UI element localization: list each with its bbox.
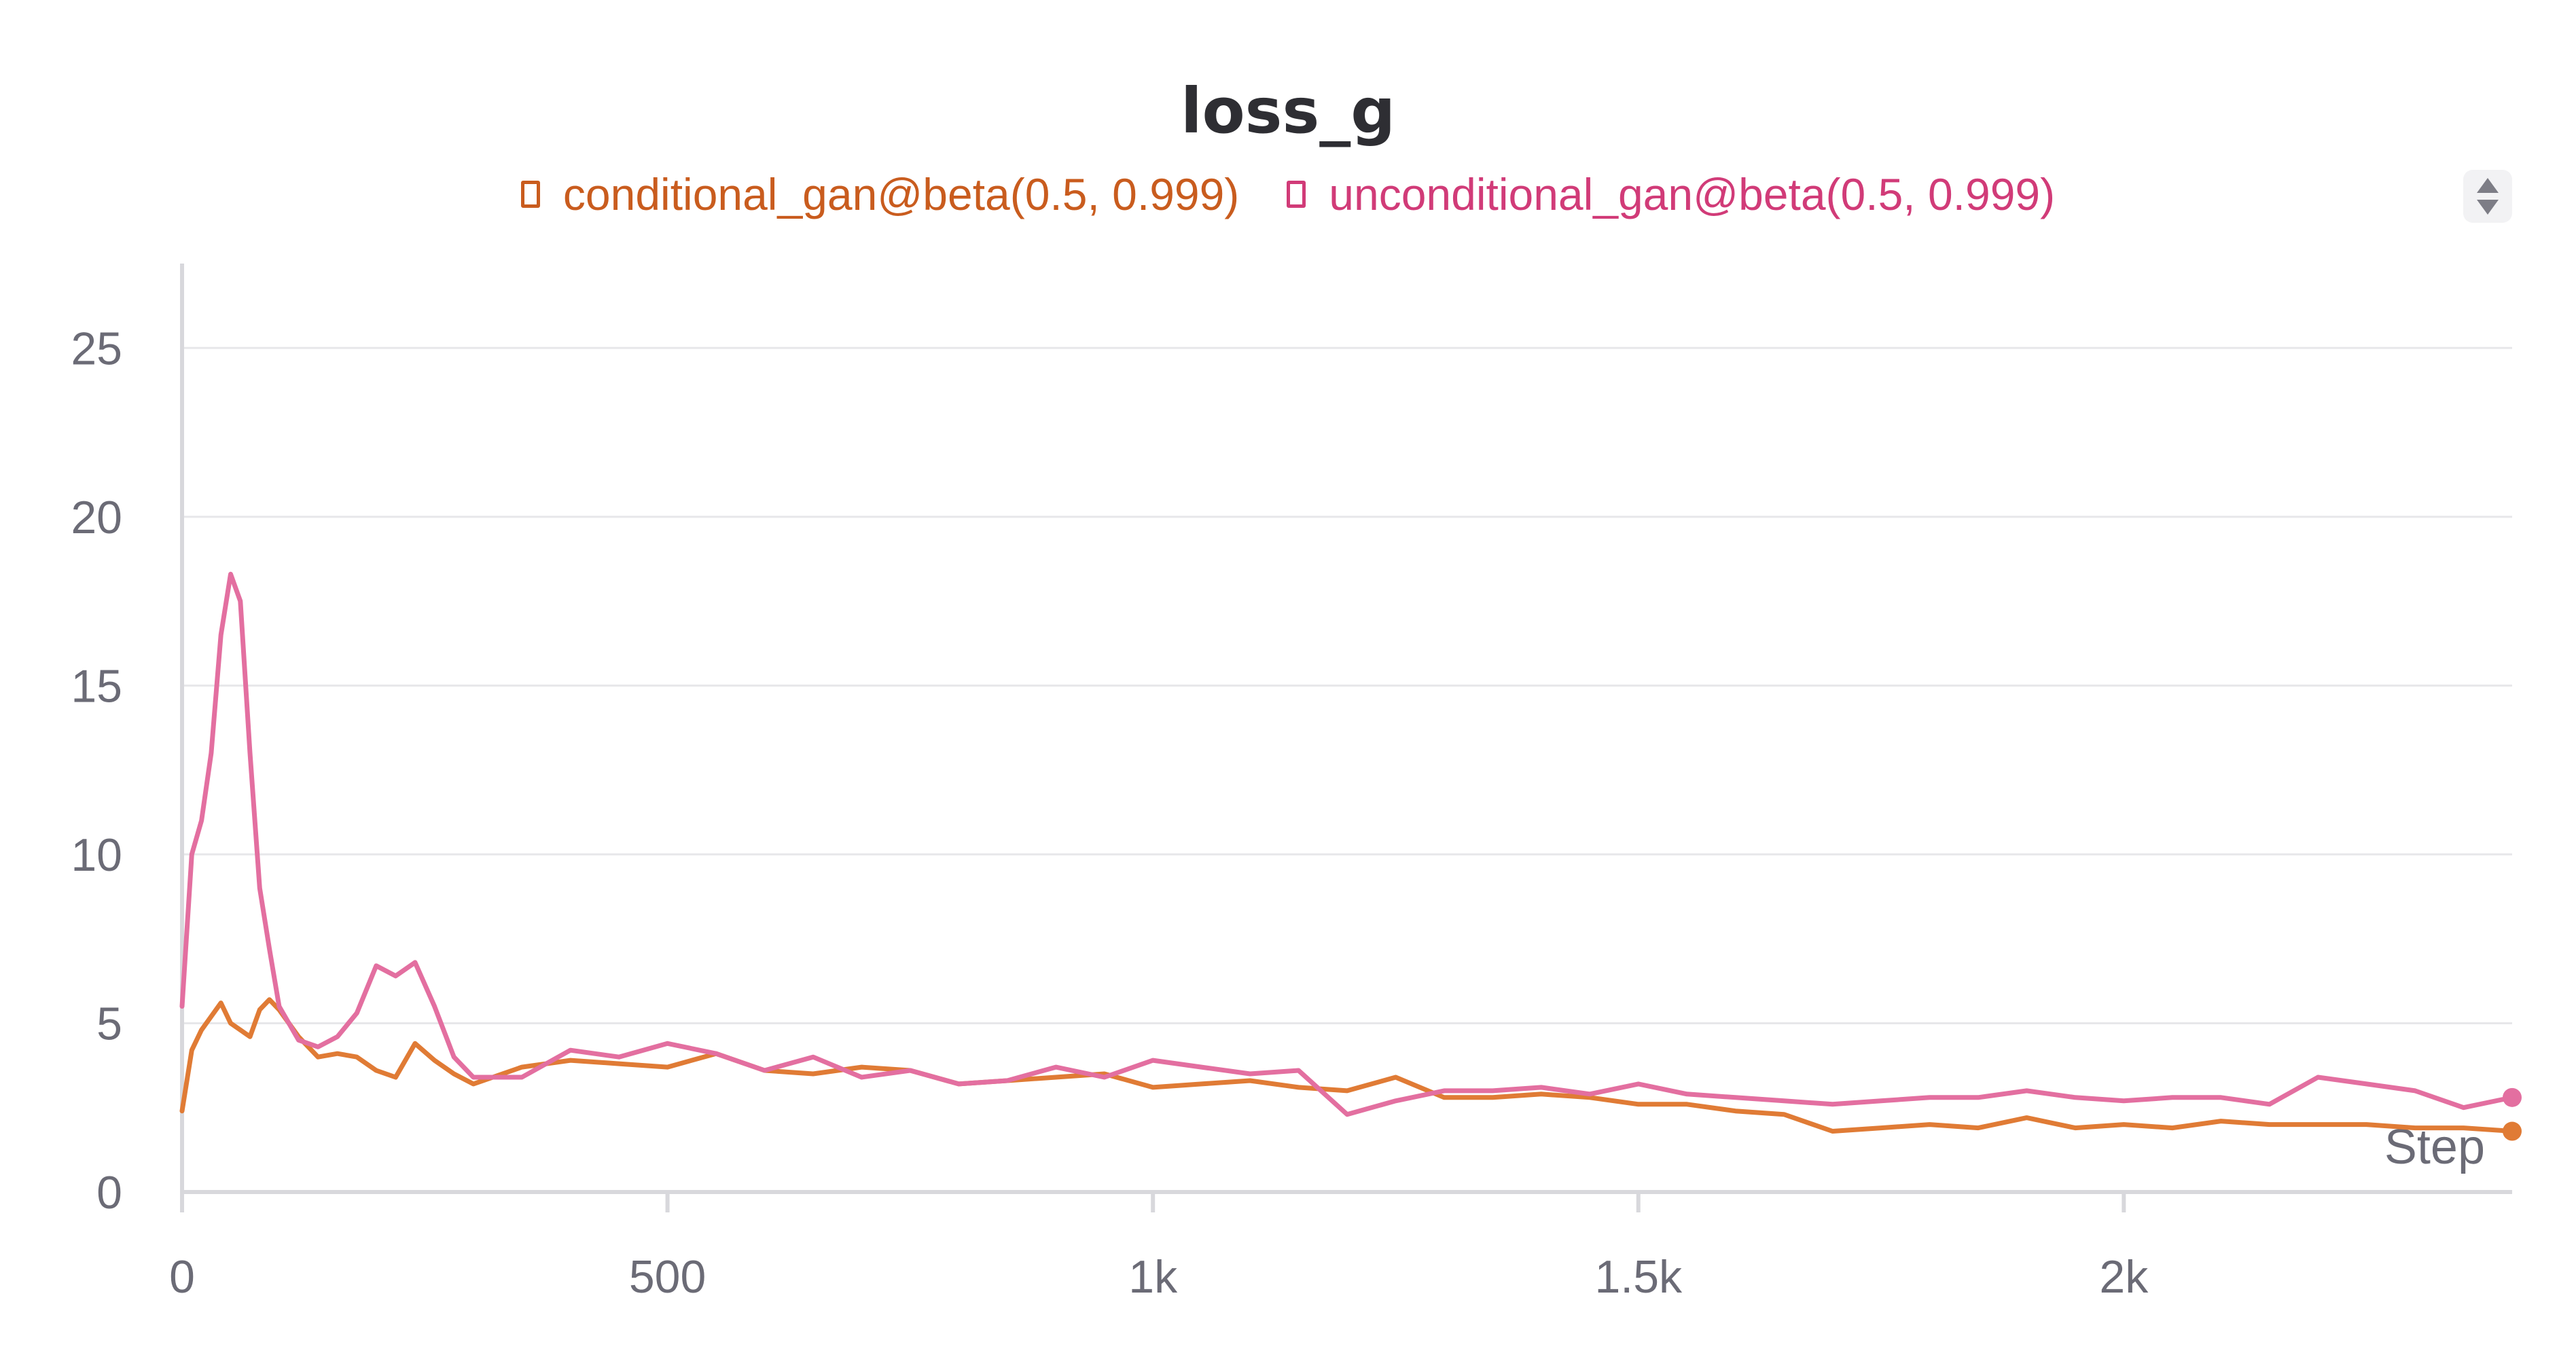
y-tick-label: 10 bbox=[71, 829, 122, 881]
legend: conditional_gan@beta(0.5, 0.999) uncondi… bbox=[0, 168, 2576, 220]
legend-label-unconditional: unconditional_gan@beta(0.5, 0.999) bbox=[1329, 169, 2056, 219]
x-tick-label: 1.5k bbox=[1594, 1251, 1683, 1303]
legend-swatch-unconditional bbox=[1287, 181, 1306, 208]
legend-scroll-button[interactable] bbox=[2463, 170, 2512, 223]
legend-swatch-conditional bbox=[520, 181, 540, 208]
legend-label-conditional: conditional_gan@beta(0.5, 0.999) bbox=[562, 169, 1240, 219]
x-tick-label: 0 bbox=[169, 1251, 195, 1303]
x-tick-label: 1k bbox=[1128, 1251, 1178, 1303]
series-line-unconditional bbox=[179, 571, 2515, 1117]
up-down-arrows-icon bbox=[2477, 178, 2499, 215]
series-endpoint-unconditional bbox=[2503, 1087, 2522, 1107]
y-tick-label: 25 bbox=[71, 323, 122, 374]
chart-title: loss_g bbox=[1180, 75, 1396, 147]
x-tick-label: 500 bbox=[629, 1251, 706, 1303]
series-endpoint-conditional bbox=[2503, 1121, 2522, 1141]
legend-item-unconditional[interactable]: unconditional_gan@beta(0.5, 0.999) bbox=[1287, 168, 2055, 220]
y-tick-label: 15 bbox=[71, 660, 122, 712]
y-tick-label: 0 bbox=[96, 1167, 122, 1219]
y-tick-label: 5 bbox=[96, 998, 122, 1049]
y-tick-label: 20 bbox=[71, 492, 122, 543]
x-tick-label: 2k bbox=[2099, 1251, 2149, 1303]
legend-item-conditional[interactable]: conditional_gan@beta(0.5, 0.999) bbox=[520, 168, 1240, 220]
